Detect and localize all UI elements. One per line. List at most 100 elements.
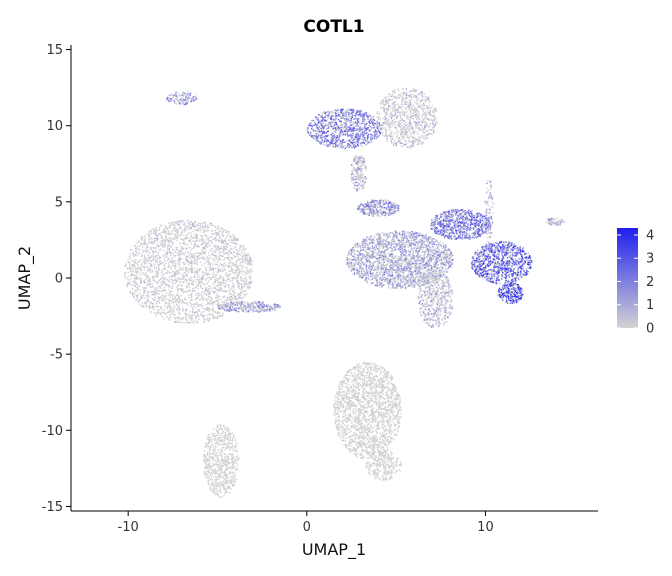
cell-point xyxy=(389,113,391,115)
cell-point xyxy=(327,140,330,142)
cell-point xyxy=(146,248,148,250)
cell-point xyxy=(262,310,264,312)
cell-point xyxy=(232,285,235,288)
cell-point xyxy=(193,244,195,246)
cell-point xyxy=(373,122,375,124)
cell-point xyxy=(210,278,212,281)
cell-point xyxy=(424,115,427,117)
cell-point xyxy=(185,285,188,287)
cell-point xyxy=(327,134,330,136)
cell-point xyxy=(133,255,135,257)
cell-point xyxy=(204,248,206,250)
cell-point xyxy=(194,233,196,235)
cell-point xyxy=(416,109,418,112)
cell-point xyxy=(190,262,193,264)
cell-point xyxy=(158,227,160,229)
cell-point xyxy=(160,296,162,298)
cell-point xyxy=(159,306,162,308)
cell-point xyxy=(255,302,257,304)
cell-point xyxy=(152,250,154,252)
cell-point xyxy=(174,299,176,302)
cell-point xyxy=(398,121,400,123)
cell-point xyxy=(148,232,151,234)
cell-point xyxy=(212,264,214,266)
cell-point xyxy=(167,317,169,320)
cell-point xyxy=(150,286,152,288)
cell-point xyxy=(413,113,416,115)
cell-point xyxy=(403,136,405,138)
cell-point xyxy=(309,122,312,124)
cell-point xyxy=(209,222,211,225)
cell-point xyxy=(209,250,211,252)
cell-point xyxy=(182,249,184,251)
cell-point xyxy=(207,237,209,240)
cell-point xyxy=(378,135,380,137)
cell-point xyxy=(320,143,322,145)
cell-point xyxy=(321,127,323,130)
cell-point xyxy=(410,96,413,99)
cell-point xyxy=(136,262,138,264)
cell-point xyxy=(127,271,130,273)
cell-point xyxy=(395,144,398,147)
cell-point xyxy=(155,266,158,268)
cell-point xyxy=(160,290,163,293)
cell-point xyxy=(330,118,332,120)
cell-point xyxy=(252,311,254,313)
cell-point xyxy=(224,279,226,281)
cell-point xyxy=(363,139,365,141)
cell-point xyxy=(185,259,188,261)
cell-point xyxy=(430,129,432,131)
cell-point xyxy=(396,96,398,98)
cell-point xyxy=(412,112,414,114)
cell-point xyxy=(312,119,315,122)
cell-point xyxy=(136,271,138,273)
cell-point xyxy=(359,134,361,136)
cell-point xyxy=(242,255,245,257)
cell-point xyxy=(129,282,131,284)
cell-point xyxy=(190,252,192,255)
cell-point xyxy=(219,306,221,308)
cell-point xyxy=(307,132,309,134)
cell-point xyxy=(191,247,193,250)
cell-point xyxy=(238,272,241,275)
cell-point xyxy=(353,144,355,146)
cell-point xyxy=(362,118,365,120)
cell-point xyxy=(417,97,419,100)
cell-point xyxy=(362,184,364,186)
cell-point xyxy=(198,252,200,255)
cell-point xyxy=(225,272,228,274)
cell-point xyxy=(166,248,169,250)
cell-point xyxy=(435,109,437,111)
cell-point xyxy=(237,259,239,261)
cell-point xyxy=(391,135,394,137)
cell-point xyxy=(363,119,365,122)
cell-point xyxy=(320,134,322,136)
cell-point xyxy=(146,246,149,248)
cell-point xyxy=(214,249,217,252)
cell-point xyxy=(147,279,150,281)
cell-point xyxy=(155,228,158,230)
cell-point xyxy=(378,131,381,133)
cell-point xyxy=(188,317,191,319)
cell-point xyxy=(188,231,190,234)
cell-point xyxy=(235,269,237,272)
cell-point xyxy=(364,213,366,215)
cell-point xyxy=(402,128,404,130)
cell-point xyxy=(185,257,187,260)
cell-point xyxy=(170,245,172,248)
cell-point xyxy=(371,134,373,137)
cell-point xyxy=(394,114,396,117)
cell-point xyxy=(135,247,138,249)
cell-point xyxy=(176,91,178,93)
cell-point xyxy=(163,318,165,320)
cell-point xyxy=(210,288,212,290)
cell-point xyxy=(334,126,336,129)
cell-point xyxy=(139,259,141,261)
cell-point xyxy=(350,115,352,117)
cell-point xyxy=(243,259,245,261)
cell-point xyxy=(169,97,171,99)
cell-point xyxy=(238,307,240,310)
cell-point xyxy=(152,307,154,309)
cell-point xyxy=(360,110,362,112)
cell-point xyxy=(342,127,345,129)
